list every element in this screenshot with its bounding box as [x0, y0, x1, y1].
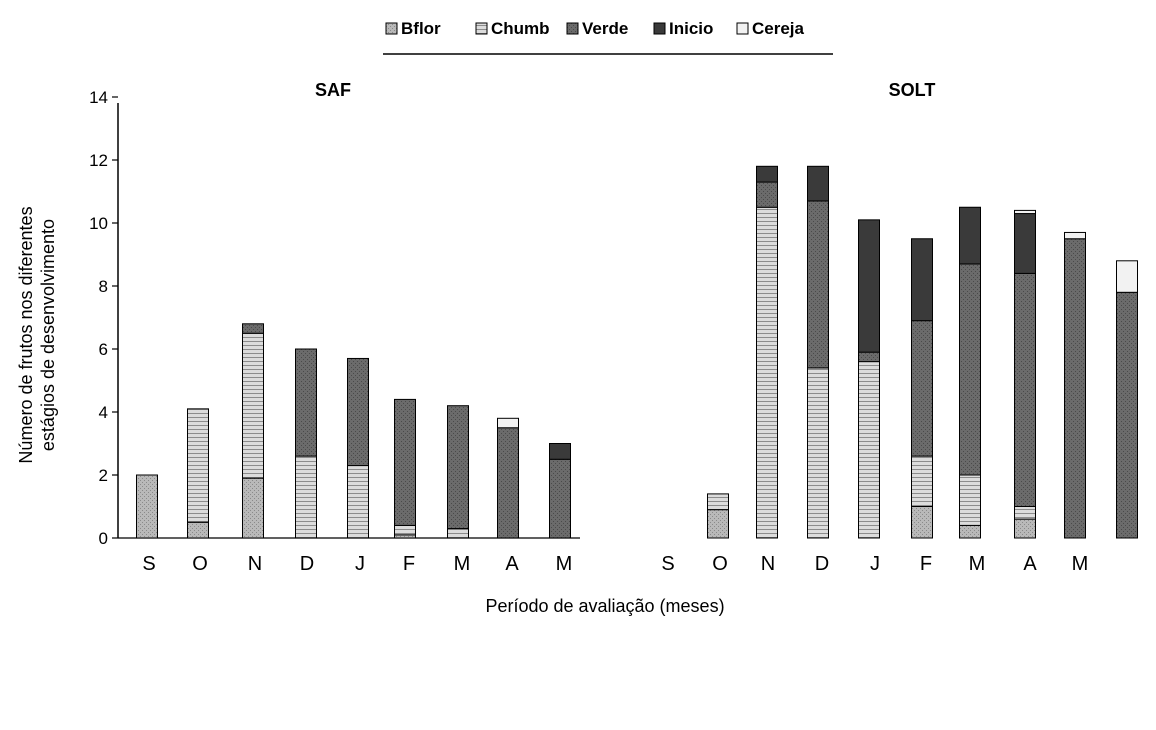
- legend-swatch-inicio: [653, 22, 666, 35]
- panel-title-saf: SAF: [315, 80, 351, 100]
- bar-saf-9-verde: [549, 458, 571, 539]
- y-tick-label: 14: [89, 88, 108, 107]
- x-tick-label-saf-5: J: [355, 553, 365, 575]
- bar-saf-5-chumb: [347, 465, 369, 539]
- bar-solt-3-inicio: [807, 165, 829, 202]
- y-tick-label: 4: [99, 403, 108, 422]
- bar-solt-7-verde: [1014, 272, 1036, 507]
- bar-saf-7-verde: [447, 405, 469, 530]
- y-tick-label: 12: [89, 151, 108, 170]
- bar-solt-2-verde: [756, 181, 778, 208]
- x-tick-label-saf-9: M: [556, 553, 573, 575]
- x-tick-label-saf-3: N: [248, 553, 262, 575]
- bars: [136, 165, 1138, 539]
- bar-solt-1-bflor: [707, 509, 729, 539]
- y-axis-label-line-1: Número de frutos nos diferentes: [16, 206, 36, 463]
- bar-solt-5-bflor: [911, 506, 933, 539]
- x-tick-label-solt-3: N: [761, 553, 775, 575]
- y-tick-label: 10: [89, 214, 108, 233]
- x-tick-label-saf-7: M: [454, 553, 471, 575]
- x-tick-label-solt-2: O: [712, 553, 728, 575]
- bar-saf-1-bflor: [136, 474, 158, 539]
- bar-solt-6-bflor: [959, 524, 981, 539]
- x-tick-label-solt-6: F: [920, 553, 932, 575]
- bar-solt-8-verde: [1064, 238, 1086, 539]
- bar-solt-9-verde: [1116, 291, 1138, 539]
- legend-label-bflor: Bflor: [401, 19, 441, 38]
- x-tick-label-saf-1: S: [142, 553, 155, 575]
- x-tick-label-solt-1: S: [661, 553, 674, 575]
- y-tick-label: 0: [99, 529, 108, 548]
- legend-label-verde: Verde: [582, 19, 628, 38]
- x-tick-label-saf-4: D: [300, 553, 314, 575]
- bar-saf-2-bflor: [187, 521, 209, 539]
- y-tick-label: 2: [99, 466, 108, 485]
- bar-solt-4-chumb: [858, 361, 880, 539]
- bar-solt-1-chumb: [707, 493, 729, 511]
- bar-solt-2-inicio: [756, 165, 778, 183]
- bar-solt-5-inicio: [911, 238, 933, 322]
- bar-saf-9-inicio: [549, 443, 571, 460]
- x-tick-label-solt-8: A: [1023, 553, 1037, 575]
- x-tick-label-saf-2: O: [192, 553, 208, 575]
- legend-swatch-cereja: [736, 22, 749, 35]
- bar-solt-8-cereja: [1064, 231, 1086, 240]
- bar-solt-5-chumb: [911, 455, 933, 508]
- legend: Bflor Chumb Verde Inicio Cereja: [385, 19, 805, 38]
- bar-solt-7-cereja: [1014, 209, 1036, 215]
- bar-saf-4-chumb: [295, 455, 317, 539]
- bar-solt-7-inicio: [1014, 213, 1036, 274]
- bar-solt-4-inicio: [858, 219, 880, 353]
- bar-solt-7-chumb: [1014, 506, 1036, 520]
- x-tick-label-solt-5: J: [870, 553, 880, 575]
- legend-swatch-verde: [566, 22, 579, 35]
- legend-label-inicio: Inicio: [669, 19, 713, 38]
- bar-saf-4-verde: [295, 348, 317, 457]
- bar-saf-7-chumb: [447, 528, 469, 539]
- legend-swatch-chumb: [475, 22, 488, 35]
- bar-saf-3-verde: [242, 323, 264, 334]
- bar-solt-3-verde: [807, 200, 829, 369]
- bar-solt-4-verde: [858, 351, 880, 363]
- bar-solt-3-chumb: [807, 367, 829, 539]
- x-tick-label-solt-9: M: [1072, 553, 1089, 575]
- x-tick-label-saf-8: A: [505, 553, 519, 575]
- bar-saf-8-verde: [497, 427, 519, 539]
- x-axis-label: Período de avaliação (meses): [485, 596, 724, 616]
- bar-saf-8-cereja: [497, 417, 519, 429]
- y-axis-label-line-2: estágios de desenvolvimento: [38, 219, 58, 451]
- bar-solt-6-inicio: [959, 206, 981, 265]
- bar-solt-5-verde: [911, 320, 933, 457]
- x-tick-label-solt-7: M: [969, 553, 986, 575]
- bar-solt-9-cereja: [1116, 260, 1138, 293]
- y-tick-label: 6: [99, 340, 108, 359]
- bar-saf-5-verde: [347, 357, 369, 467]
- bar-saf-3-chumb: [242, 332, 264, 479]
- bar-saf-6-verde: [394, 398, 416, 526]
- bar-solt-6-verde: [959, 263, 981, 476]
- x-tick-label-solt-4: D: [815, 553, 829, 575]
- bar-saf-2-chumb: [187, 408, 209, 523]
- legend-label-cereja: Cereja: [752, 19, 805, 38]
- bar-saf-6-chumb: [394, 524, 416, 536]
- y-tick-label: 8: [99, 277, 108, 296]
- legend-label-chumb: Chumb: [491, 19, 550, 38]
- x-tick-label-saf-6: F: [403, 553, 415, 575]
- legend-swatch-bflor: [385, 22, 398, 35]
- bar-solt-2-chumb: [756, 206, 778, 539]
- y-axis-label: Número de frutos nos diferentes estágios…: [16, 206, 58, 463]
- bar-saf-3-bflor: [242, 477, 264, 539]
- panel-title-solt: SOLT: [889, 80, 936, 100]
- bar-solt-6-chumb: [959, 474, 981, 526]
- bar-solt-7-bflor: [1014, 518, 1036, 539]
